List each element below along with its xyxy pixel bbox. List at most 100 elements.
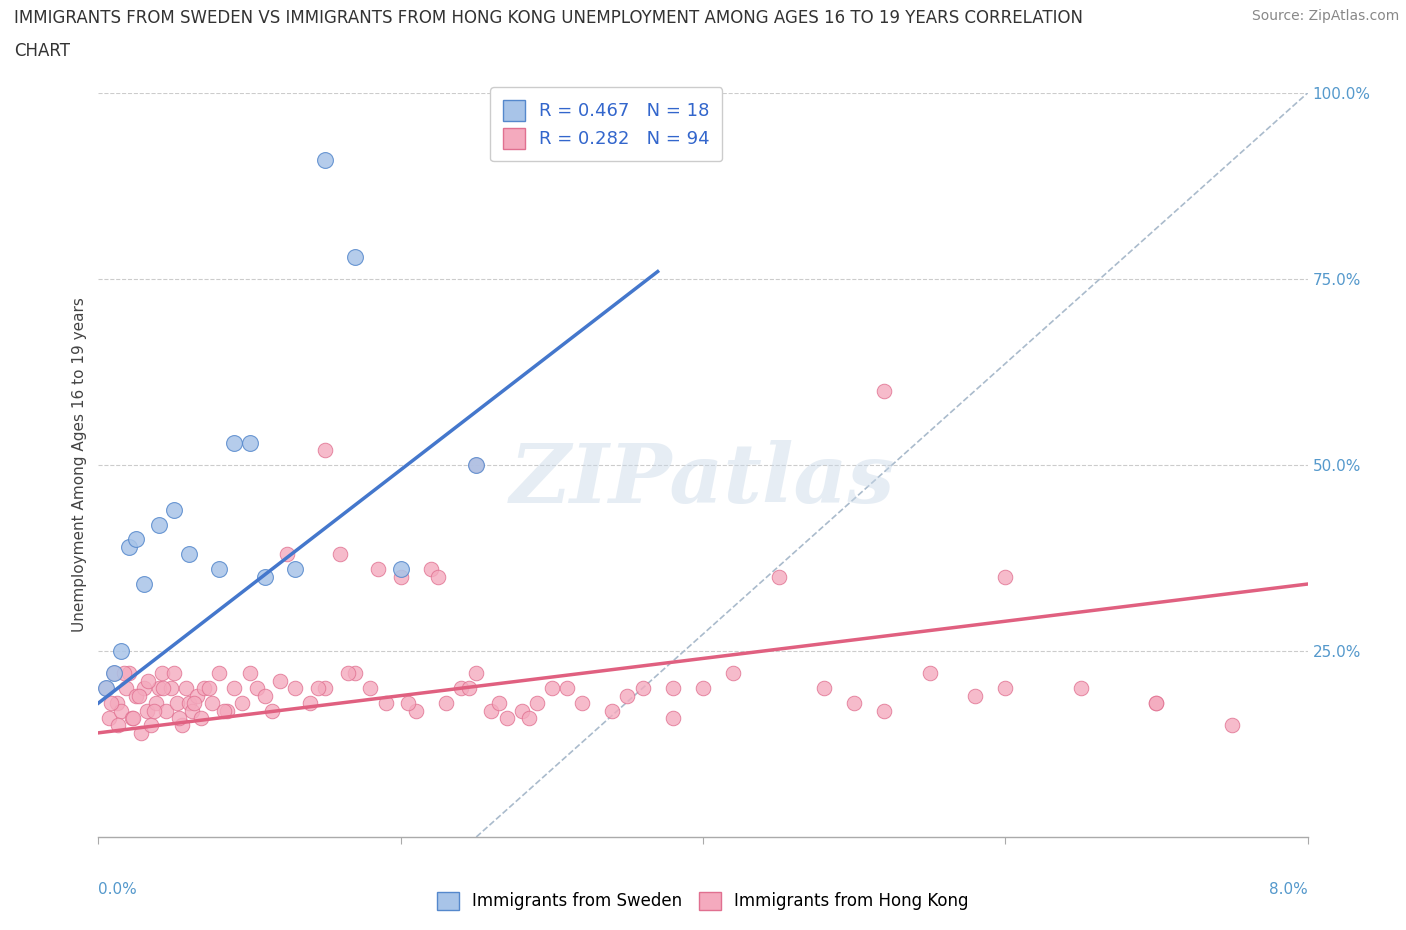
- Legend: R = 0.467   N = 18, R = 0.282   N = 94: R = 0.467 N = 18, R = 0.282 N = 94: [491, 87, 723, 162]
- Point: [994, 681, 1017, 696]
- Point: [692, 681, 714, 696]
- Point: [170, 718, 193, 733]
- Point: [396, 696, 419, 711]
- Point: [224, 435, 246, 450]
- Point: [465, 458, 488, 472]
- Point: [314, 681, 336, 696]
- Point: [918, 666, 941, 681]
- Point: [465, 458, 488, 472]
- Point: [114, 681, 136, 696]
- Point: [201, 696, 224, 711]
- Point: [344, 666, 367, 681]
- Point: [143, 703, 166, 718]
- Text: Source: ZipAtlas.com: Source: ZipAtlas.com: [1251, 9, 1399, 23]
- Point: [965, 688, 987, 703]
- Text: CHART: CHART: [14, 42, 70, 60]
- Point: [208, 666, 231, 681]
- Point: [253, 569, 276, 584]
- Text: 0.0%: 0.0%: [98, 882, 138, 897]
- Point: [239, 666, 262, 681]
- Point: [128, 688, 150, 703]
- Point: [190, 711, 212, 725]
- Point: [208, 562, 231, 577]
- Point: [112, 666, 135, 681]
- Point: [212, 703, 235, 718]
- Point: [374, 696, 396, 711]
- Point: [105, 696, 128, 711]
- Point: [239, 435, 262, 450]
- Point: [360, 681, 382, 696]
- Point: [136, 673, 159, 688]
- Point: [517, 711, 540, 725]
- Point: [269, 673, 291, 688]
- Point: [246, 681, 269, 696]
- Point: [148, 517, 170, 532]
- Point: [813, 681, 835, 696]
- Point: [284, 681, 307, 696]
- Point: [873, 383, 896, 398]
- Point: [197, 681, 219, 696]
- Point: [132, 681, 155, 696]
- Point: [526, 696, 548, 711]
- Point: [344, 249, 367, 264]
- Point: [540, 681, 562, 696]
- Point: [166, 696, 188, 711]
- Point: [98, 711, 121, 725]
- Point: [389, 569, 412, 584]
- Point: [231, 696, 253, 711]
- Point: [450, 681, 472, 696]
- Point: [299, 696, 322, 711]
- Point: [94, 681, 117, 696]
- Point: [125, 532, 148, 547]
- Point: [465, 666, 488, 681]
- Point: [110, 703, 132, 718]
- Text: ZIPatlas: ZIPatlas: [510, 440, 896, 520]
- Point: [155, 703, 177, 718]
- Point: [163, 666, 186, 681]
- Point: [616, 688, 638, 703]
- Point: [723, 666, 745, 681]
- Point: [434, 696, 457, 711]
- Point: [107, 718, 129, 733]
- Point: [661, 711, 683, 725]
- Point: [179, 547, 201, 562]
- Point: [329, 547, 352, 562]
- Point: [193, 681, 215, 696]
- Point: [262, 703, 284, 718]
- Point: [481, 703, 503, 718]
- Point: [100, 696, 122, 711]
- Text: 8.0%: 8.0%: [1268, 882, 1308, 897]
- Point: [132, 577, 155, 591]
- Point: [129, 725, 152, 740]
- Point: [336, 666, 359, 681]
- Point: [253, 688, 276, 703]
- Point: [844, 696, 866, 711]
- Point: [873, 703, 896, 718]
- Point: [602, 703, 624, 718]
- Point: [125, 688, 148, 703]
- Point: [121, 711, 143, 725]
- Point: [103, 666, 125, 681]
- Point: [768, 569, 790, 584]
- Point: [186, 688, 208, 703]
- Point: [307, 681, 329, 696]
- Point: [148, 681, 170, 696]
- Point: [163, 502, 186, 517]
- Point: [367, 562, 389, 577]
- Point: [457, 681, 479, 696]
- Y-axis label: Unemployment Among Ages 16 to 19 years: Unemployment Among Ages 16 to 19 years: [72, 298, 87, 632]
- Text: IMMIGRANTS FROM SWEDEN VS IMMIGRANTS FROM HONG KONG UNEMPLOYMENT AMONG AGES 16 T: IMMIGRANTS FROM SWEDEN VS IMMIGRANTS FRO…: [14, 9, 1083, 27]
- Point: [1220, 718, 1243, 733]
- Point: [224, 681, 246, 696]
- Point: [135, 703, 157, 718]
- Point: [179, 696, 201, 711]
- Point: [145, 696, 167, 711]
- Point: [284, 562, 307, 577]
- Point: [488, 696, 510, 711]
- Point: [141, 718, 163, 733]
- Point: [495, 711, 517, 725]
- Point: [631, 681, 654, 696]
- Point: [389, 562, 412, 577]
- Point: [994, 569, 1017, 584]
- Point: [167, 711, 190, 725]
